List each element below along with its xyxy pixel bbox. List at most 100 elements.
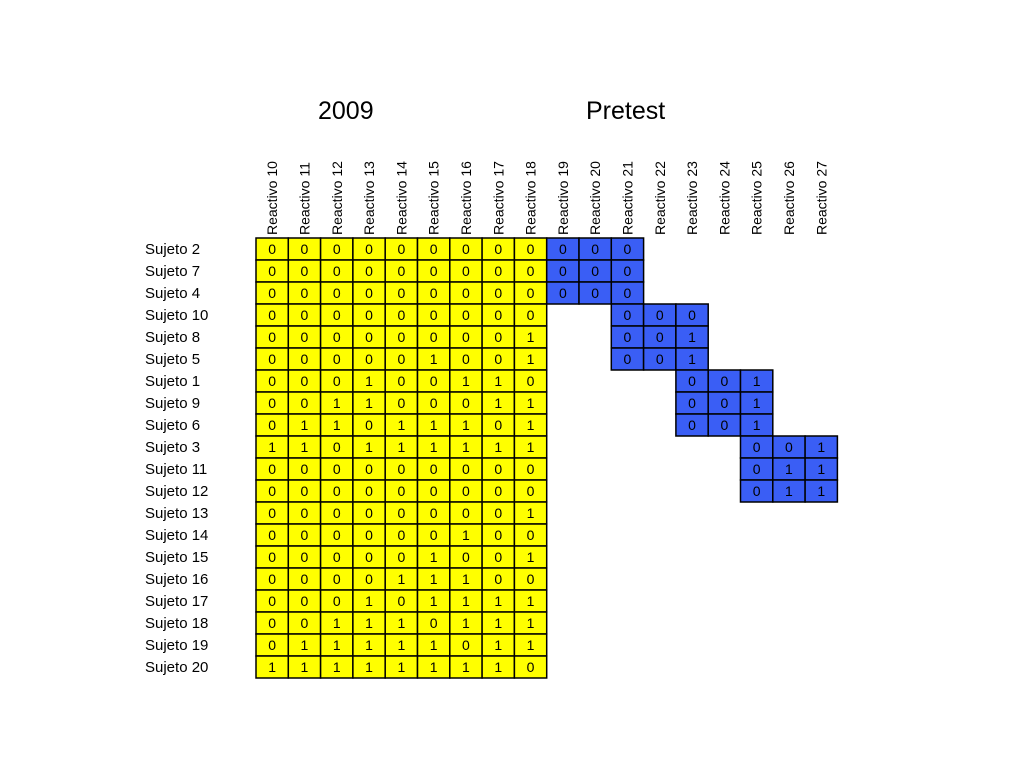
cell-2009-value: 0 bbox=[462, 461, 470, 477]
row-label: Sujeto 16 bbox=[145, 571, 208, 588]
cell-2009: 0 bbox=[255, 633, 290, 657]
cell-2009: 0 bbox=[513, 303, 548, 327]
cell-2009: 0 bbox=[384, 501, 419, 525]
cell-2009-fill bbox=[513, 655, 548, 679]
cell-2009-value: 0 bbox=[268, 505, 276, 521]
cell-2009-value: 1 bbox=[397, 659, 405, 675]
cell-2009: 0 bbox=[255, 413, 290, 437]
cell-2009-value: 0 bbox=[268, 241, 276, 257]
cell-2009-value: 0 bbox=[301, 373, 309, 389]
cell-2009-value: 0 bbox=[301, 505, 309, 521]
row-label: Sujeto 18 bbox=[145, 615, 208, 632]
cell-2009-value: 0 bbox=[430, 307, 438, 323]
cell-pretest-value: 0 bbox=[624, 307, 632, 323]
cell-2009: 0 bbox=[481, 347, 516, 371]
cell-2009-value: 0 bbox=[365, 241, 373, 257]
cell-2009: 1 bbox=[384, 655, 419, 679]
row-label: Sujeto 2 bbox=[145, 241, 200, 258]
cell-pretest-value: 0 bbox=[591, 263, 599, 279]
cell-2009: 0 bbox=[481, 457, 516, 481]
cell-2009-value: 1 bbox=[494, 593, 502, 609]
cell-2009: 1 bbox=[319, 391, 354, 415]
cell-2009: 0 bbox=[287, 369, 322, 393]
cell-2009: 1 bbox=[319, 655, 354, 679]
cell-2009: 0 bbox=[319, 281, 354, 305]
cell-2009-value: 0 bbox=[462, 329, 470, 345]
cell-2009: 0 bbox=[513, 281, 548, 305]
cell-pretest-value: 0 bbox=[591, 241, 599, 257]
column-header: Reactivo 24 bbox=[716, 161, 732, 235]
cell-2009: 0 bbox=[416, 303, 451, 327]
column-header: Reactivo 12 bbox=[329, 161, 345, 235]
cell-2009: 1 bbox=[416, 633, 451, 657]
cell-2009-value: 0 bbox=[494, 571, 502, 587]
cell-2009: 0 bbox=[255, 237, 290, 261]
cell-2009-value: 0 bbox=[430, 241, 438, 257]
group-title-pretest: Pretest bbox=[586, 97, 666, 125]
cell-2009: 1 bbox=[352, 611, 386, 635]
cell-2009-value: 1 bbox=[268, 659, 276, 675]
row-label: Sujeto 17 bbox=[145, 593, 208, 610]
cell-2009: 0 bbox=[352, 303, 386, 327]
cell-2009: 0 bbox=[287, 259, 322, 283]
cell-2009-value: 0 bbox=[397, 461, 405, 477]
cell-pretest-value: 1 bbox=[753, 417, 761, 433]
cell-pretest: 0 bbox=[545, 259, 580, 283]
cell-2009-value: 0 bbox=[462, 505, 470, 521]
cell-2009-value: 0 bbox=[397, 527, 405, 543]
cell-2009-value: 1 bbox=[301, 637, 309, 653]
cell-2009-value: 1 bbox=[494, 395, 502, 411]
cell-2009: 1 bbox=[352, 633, 386, 657]
cell-2009: 0 bbox=[352, 501, 386, 525]
column-header: Reactivo 19 bbox=[555, 161, 571, 235]
cell-2009-value: 0 bbox=[462, 395, 470, 411]
cell-2009: 1 bbox=[416, 545, 451, 569]
cell-2009: 0 bbox=[352, 523, 386, 547]
cell-2009: 0 bbox=[384, 391, 419, 415]
cell-2009: 0 bbox=[384, 457, 419, 481]
cell-pretest-value: 0 bbox=[624, 241, 632, 257]
cell-pretest-value: 0 bbox=[624, 329, 632, 345]
cell-2009: 0 bbox=[481, 237, 516, 261]
cell-2009: 0 bbox=[352, 347, 386, 371]
cell-2009-value: 0 bbox=[333, 439, 341, 455]
cell-2009: 1 bbox=[352, 369, 386, 393]
row-label: Sujeto 10 bbox=[145, 307, 208, 324]
cell-2009: 1 bbox=[513, 501, 548, 525]
cell-2009-value: 1 bbox=[494, 439, 502, 455]
cell-pretest-value: 1 bbox=[753, 373, 761, 389]
cell-pretest: 1 bbox=[804, 457, 839, 481]
cell-2009: 0 bbox=[352, 237, 386, 261]
cell-2009: 0 bbox=[449, 347, 483, 371]
cell-2009-value: 0 bbox=[268, 329, 276, 345]
cell-2009: 0 bbox=[513, 237, 548, 261]
cell-pretest: 0 bbox=[642, 325, 677, 349]
cell-pretest-value: 0 bbox=[720, 417, 728, 433]
cell-pretest: 1 bbox=[804, 479, 839, 503]
cell-pretest-value: 1 bbox=[688, 329, 696, 345]
cell-2009: 0 bbox=[255, 545, 290, 569]
column-header: Reactivo 14 bbox=[393, 161, 409, 235]
row-label: Sujeto 12 bbox=[145, 483, 208, 500]
cell-2009: 0 bbox=[449, 633, 483, 657]
cell-2009-value: 1 bbox=[365, 637, 373, 653]
cell-2009: 1 bbox=[513, 325, 548, 349]
cell-2009: 0 bbox=[449, 479, 483, 503]
cell-pretest-value: 0 bbox=[656, 351, 664, 367]
cell-2009: 0 bbox=[255, 369, 290, 393]
cell-2009-value: 0 bbox=[430, 329, 438, 345]
cell-2009-value: 1 bbox=[527, 329, 535, 345]
row-label: Sujeto 14 bbox=[145, 527, 208, 544]
cell-2009-value: 0 bbox=[268, 417, 276, 433]
cell-2009: 0 bbox=[416, 259, 451, 283]
cell-2009: 0 bbox=[255, 457, 290, 481]
cell-2009: 0 bbox=[352, 325, 386, 349]
cell-2009-value: 0 bbox=[397, 505, 405, 521]
cell-2009: 0 bbox=[513, 369, 548, 393]
cell-2009-value: 0 bbox=[397, 549, 405, 565]
cell-2009: 0 bbox=[319, 589, 354, 613]
cell-2009-value: 1 bbox=[365, 395, 373, 411]
cell-2009: 1 bbox=[481, 611, 516, 635]
cell-2009-value: 0 bbox=[333, 263, 341, 279]
